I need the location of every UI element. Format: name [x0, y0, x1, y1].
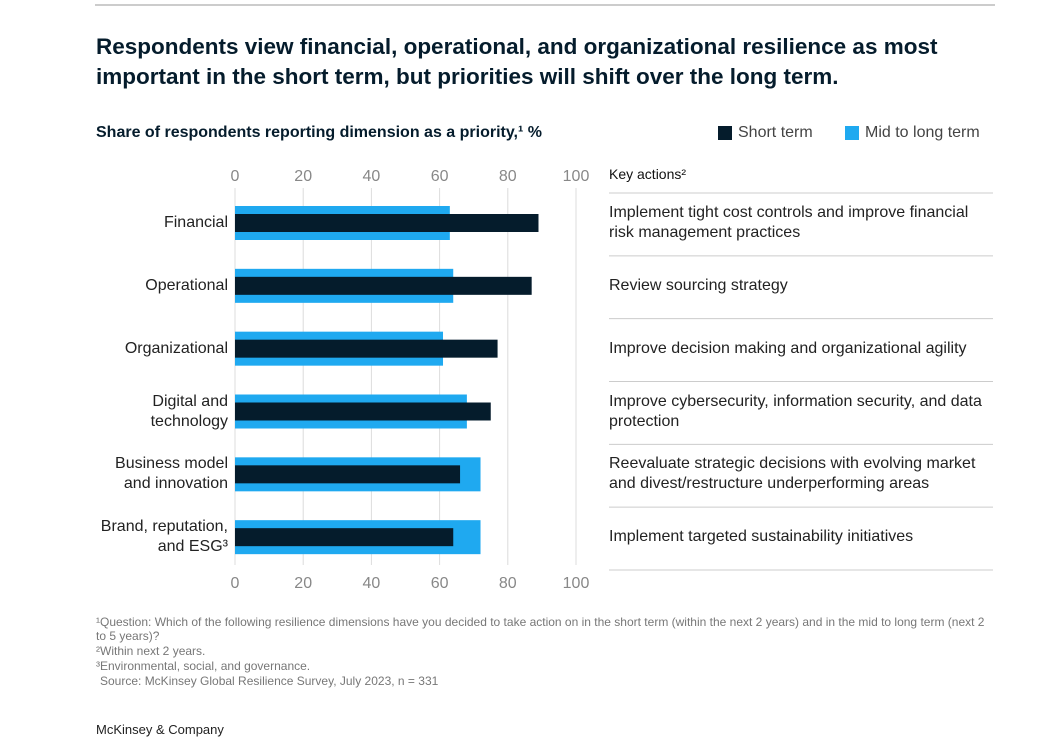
- legend-swatch: [845, 126, 859, 140]
- table-cell: Implement targeted sustainability initia…: [609, 528, 914, 546]
- bar: [235, 276, 532, 295]
- x-tick-label: 60: [431, 168, 449, 185]
- legend-swatch: [718, 126, 732, 140]
- x-tick-label: 100: [563, 575, 590, 592]
- x-tick-label: 20: [294, 168, 312, 185]
- x-tick-label: 100: [563, 168, 590, 185]
- subtitle: Share of respondents reporting dimension…: [96, 124, 542, 141]
- bar: [235, 528, 454, 547]
- footnote: ³Environmental, social, and governance.: [96, 659, 311, 673]
- x-tick-label: 40: [363, 575, 381, 592]
- category-label: Financial: [163, 214, 228, 231]
- legend-item: Mid to long term: [845, 124, 980, 142]
- x-tick-label: 80: [499, 168, 517, 185]
- category-label: Digital and technology: [150, 392, 228, 430]
- category-label: Organizational: [124, 339, 228, 357]
- bar: [235, 402, 491, 421]
- x-tick-label: 20: [294, 575, 312, 592]
- footnote: ¹Question: Which of the following resili…: [96, 615, 985, 643]
- legend-label: Mid to long term: [865, 124, 980, 141]
- table-cell: Improve cybersecurity, information secur…: [609, 392, 982, 430]
- x-tick-label: 60: [431, 575, 449, 592]
- footnote: ²Within next 2 years.: [96, 644, 206, 658]
- legend-label: Short term: [738, 124, 813, 141]
- legend-item: Short term: [718, 124, 813, 142]
- bar: [235, 339, 498, 358]
- source: Source: McKinsey Global Resilience Surve…: [100, 674, 439, 688]
- table-cell: Improve decision making and organization…: [609, 339, 967, 357]
- category-label: Business model and innovation: [115, 455, 228, 493]
- category-label: Operational: [145, 276, 228, 294]
- table-cell: Reevaluate strategic decisions with evol…: [609, 455, 976, 493]
- x-tick-label: 0: [231, 575, 240, 592]
- brand: McKinsey & Company: [96, 722, 224, 737]
- bar: [235, 465, 461, 484]
- x-tick-label: 80: [499, 575, 517, 592]
- bar: [235, 214, 539, 232]
- category-label: Brand, reputation, and ESG³: [100, 518, 228, 556]
- table-cell: Review sourcing strategy: [609, 276, 788, 294]
- x-tick-label: 40: [363, 168, 381, 185]
- table-cell: Implement tight cost controls and improv…: [609, 204, 969, 241]
- chart-title: Respondents view financial, operational,…: [96, 34, 938, 89]
- table-header: Key actions²: [609, 166, 687, 182]
- x-tick-label: 0: [231, 168, 240, 185]
